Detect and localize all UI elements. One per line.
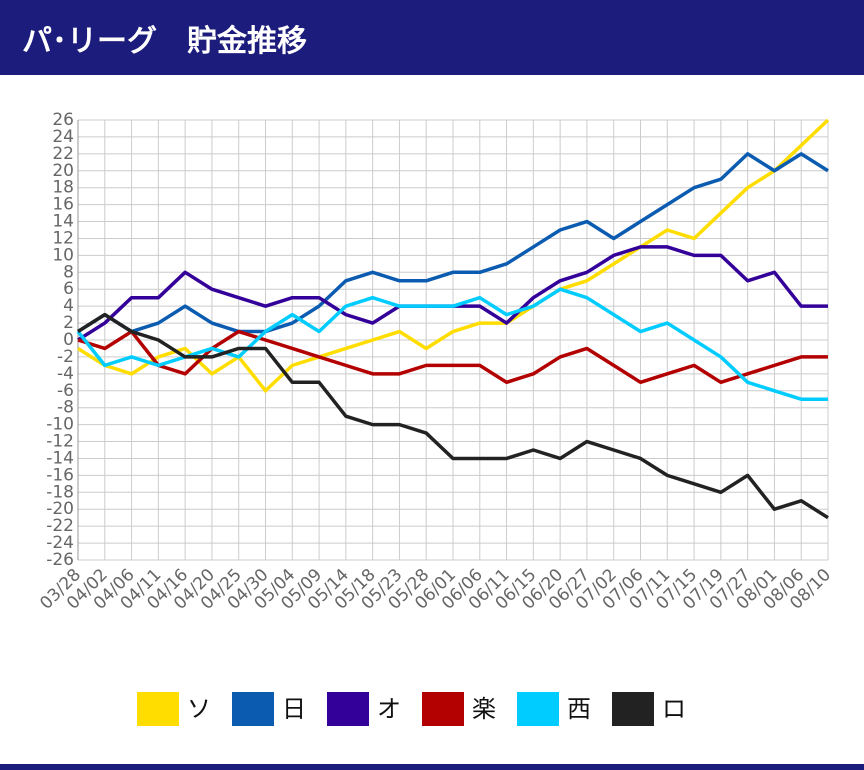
legend-swatch	[422, 692, 464, 726]
legend-label: 日	[282, 695, 306, 723]
y-tick-label: 16	[52, 195, 74, 215]
y-tick-label: 18	[52, 178, 74, 198]
y-tick-label: -16	[46, 465, 74, 485]
footer-bar	[0, 764, 864, 770]
y-tick-label: -2	[57, 347, 74, 367]
legend-swatch	[232, 692, 274, 726]
legend-label: ロ	[662, 695, 686, 723]
y-tick-label: -8	[57, 398, 74, 418]
legend-swatch	[612, 692, 654, 726]
series-line	[76, 287, 828, 401]
y-tick-label: 2	[63, 313, 74, 333]
y-tick-label: -4	[57, 364, 74, 384]
legend-swatch	[327, 692, 369, 726]
legend-label: ソ	[187, 695, 211, 723]
y-tick-label: 12	[52, 228, 74, 248]
y-tick-label: -24	[46, 533, 74, 553]
y-tick-label: 10	[52, 245, 74, 265]
y-tick-label: 22	[52, 144, 74, 164]
legend-swatch	[517, 692, 559, 726]
series-line	[77, 118, 830, 393]
header-title: パ･リーグ 貯金推移	[22, 24, 307, 59]
y-tick-label: -14	[46, 448, 74, 468]
y-tick-label: 24	[52, 127, 74, 147]
series-line	[77, 152, 829, 334]
y-tick-label: -20	[46, 499, 74, 519]
y-tick-label: 26	[52, 110, 74, 130]
y-tick-label: 4	[63, 296, 74, 316]
y-tick-label: 8	[63, 262, 74, 282]
y-tick-label: 0	[63, 330, 74, 350]
y-tick-label: -18	[46, 482, 74, 502]
y-tick-label: 6	[63, 279, 74, 299]
y-tick-label: -12	[46, 432, 74, 452]
legend-label: オ	[377, 695, 401, 723]
y-tick-label: -22	[46, 516, 74, 536]
legend-swatch	[137, 692, 179, 726]
y-tick-label: 14	[52, 212, 74, 232]
legend-label: 西	[567, 695, 591, 723]
header: パ･リーグ 貯金推移	[0, 0, 864, 75]
y-tick-label: -10	[46, 415, 74, 435]
y-tick-label: -6	[57, 381, 74, 401]
series-line	[77, 312, 829, 520]
y-tick-label: 20	[52, 161, 74, 181]
y-tick-label: -26	[46, 550, 74, 570]
legend-label: 楽	[472, 695, 496, 723]
